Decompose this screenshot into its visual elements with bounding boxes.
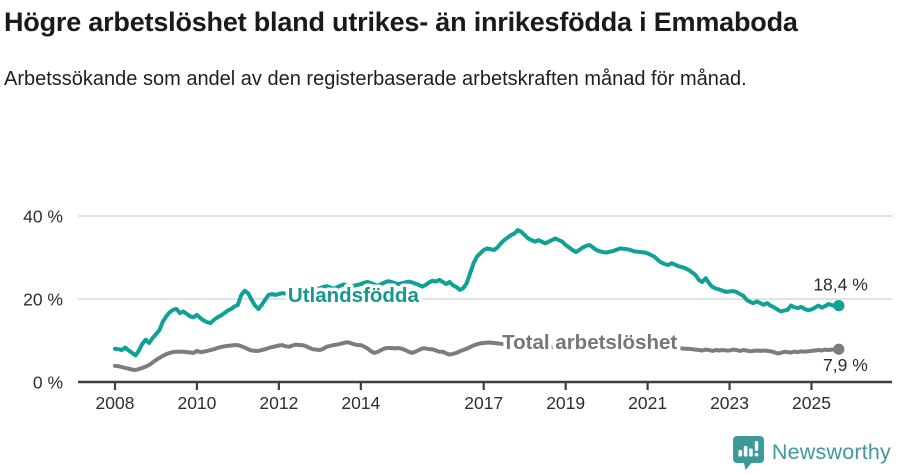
series-end-dot (833, 343, 845, 355)
brand-wordmark: Newsworthy (771, 440, 891, 464)
bar-3 (749, 448, 753, 457)
x-tick-label: 2017 (464, 393, 503, 413)
series-label: Total arbetslöshet (502, 331, 677, 354)
page-title: Högre arbetslöshet bland utrikes- än inr… (4, 7, 798, 37)
page-subtitle: Arbetssökande som andel av den registerb… (4, 68, 747, 90)
x-tick-label: 2008 (96, 393, 135, 413)
speech-bubble-shape (732, 436, 764, 470)
series-line-total-arbetsl-shet (113, 340, 841, 372)
exclamation-dot (754, 452, 759, 457)
bar-chart-speech-bubble-icon (732, 436, 764, 470)
x-tick-label: 2023 (710, 393, 749, 413)
x-tick-label: 2021 (628, 393, 667, 413)
y-tick-label: 40 % (23, 207, 63, 227)
bar-1 (738, 450, 743, 457)
x-tick-label: 2025 (792, 393, 831, 413)
exclamation-stroke (754, 441, 759, 451)
series-label: Utlandsfödda (288, 284, 420, 307)
y-tick-label: 20 % (23, 290, 63, 310)
header: Högre arbetslöshet bland utrikes- än inr… (4, 4, 798, 95)
x-tick-label: 2010 (177, 393, 216, 413)
newsworthy-logo: Newsworthy (732, 435, 891, 470)
bar-2 (743, 446, 748, 457)
series-end-dot (833, 300, 845, 312)
y-tick-label: 0 % (33, 373, 63, 393)
series-line-utlandsf-dda (113, 228, 841, 358)
x-tick-label: 2019 (546, 393, 585, 413)
x-tick-label: 2012 (259, 393, 298, 413)
series-end-value-label: 7,9 % (823, 355, 868, 375)
x-tick-label: 2014 (341, 393, 380, 413)
series-end-value-label: 18,4 % (813, 275, 867, 295)
